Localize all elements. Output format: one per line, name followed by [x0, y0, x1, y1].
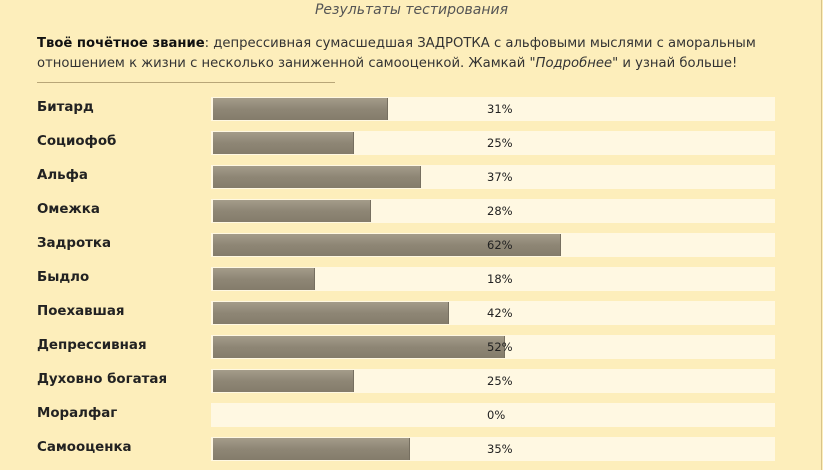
result-label: Альфа	[37, 168, 88, 183]
result-bar-track: 18%	[211, 267, 775, 291]
result-bar-fill	[213, 200, 371, 222]
result-row: Социофоб 25%	[37, 130, 777, 164]
result-bar-fill	[213, 370, 354, 392]
result-bar-fill	[213, 302, 449, 324]
result-row: Омежка 28%	[37, 198, 777, 232]
result-row: Депрессивная 52%	[37, 334, 777, 368]
result-percent: 42%	[487, 306, 513, 320]
summary-tail: " и узнай больше!	[612, 56, 738, 71]
result-row: Поехавшая 42%	[37, 300, 777, 334]
result-row: Самооценка 35%	[37, 436, 777, 470]
result-bar-fill	[213, 234, 561, 256]
result-bar-track: 25%	[211, 369, 775, 393]
result-row: Задротка 62%	[37, 232, 777, 266]
result-bar-track: 25%	[211, 131, 775, 155]
result-percent: 52%	[487, 340, 513, 354]
result-percent: 0%	[487, 408, 506, 422]
result-percent: 62%	[487, 238, 513, 252]
summary-body: : депрессивная сумасшедшая ЗАДРОТКА с ал…	[37, 36, 756, 71]
result-label: Битард	[37, 100, 94, 115]
result-bar-track: 62%	[211, 233, 775, 257]
result-label: Самооценка	[37, 440, 132, 455]
result-label: Духовно богатая	[37, 372, 168, 387]
result-percent: 25%	[487, 374, 513, 388]
result-bar-fill	[213, 132, 354, 154]
result-row: Битард 31%	[37, 96, 777, 130]
result-label: Быдло	[37, 270, 90, 285]
result-label: Социофоб	[37, 134, 117, 149]
result-percent: 25%	[487, 136, 513, 150]
result-percent: 28%	[487, 204, 513, 218]
result-bar-track: 28%	[211, 199, 775, 223]
result-label: Задротка	[37, 236, 112, 251]
page-title: Результаты тестирования	[314, 2, 509, 18]
result-label: Депрессивная	[37, 338, 147, 353]
result-bar-track: 37%	[211, 165, 775, 189]
result-bar-fill	[213, 268, 315, 290]
result-bar-fill	[213, 336, 505, 358]
result-row: Быдло 18%	[37, 266, 777, 300]
result-percent: 31%	[487, 102, 513, 116]
summary-text: Твоё почётное звание: депрессивная сумас…	[37, 34, 797, 74]
result-bar-fill	[213, 166, 421, 188]
result-bar-track: 42%	[211, 301, 775, 325]
details-link[interactable]: Подробнее	[535, 56, 613, 71]
result-label: Моралфаг	[37, 406, 118, 421]
results-list: Битард 31% Социофоб 25% Альфа 37% Омежка 28% Зад…	[37, 96, 777, 470]
result-row: Альфа 37%	[37, 164, 777, 198]
summary-lead: Твоё почётное звание	[37, 36, 205, 51]
result-percent: 18%	[487, 272, 513, 286]
result-label: Поехавшая	[37, 304, 125, 319]
result-row: Моралфаг 0%	[37, 402, 777, 436]
result-bar-track: 0%	[211, 403, 775, 427]
result-bar-fill	[213, 438, 410, 460]
result-bar-track: 35%	[211, 437, 775, 461]
result-percent: 37%	[487, 170, 513, 184]
result-row: Духовно богатая 25%	[37, 368, 777, 402]
result-bar-track: 31%	[211, 97, 775, 121]
result-bar-track: 52%	[211, 335, 775, 359]
result-percent: 35%	[487, 442, 513, 456]
result-bar-fill	[213, 98, 388, 120]
result-label: Омежка	[37, 202, 100, 217]
divider	[37, 82, 335, 83]
